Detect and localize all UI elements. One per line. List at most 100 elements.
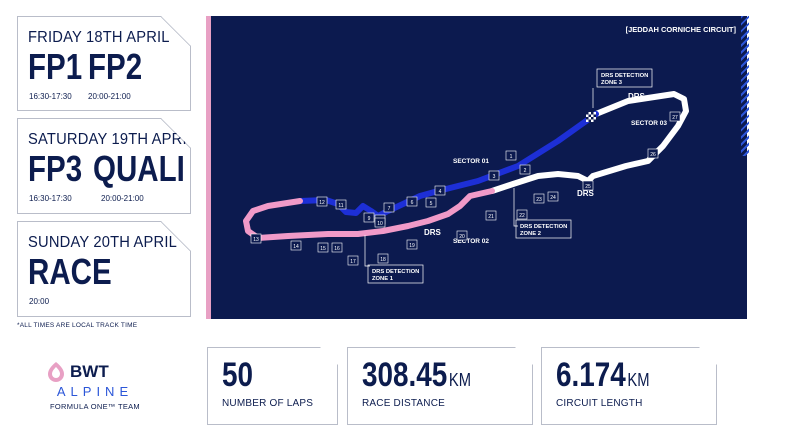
turn-marker: 7 [383,202,395,213]
turn-number: 24 [550,195,556,201]
turn-marker: 4 [434,185,446,196]
drs-label: DRS [628,92,646,101]
turn-marker: 5 [425,197,437,208]
map-stripes [741,16,749,156]
turn-marker: 21 [485,210,497,221]
fp2-label: FP2 [88,46,143,87]
turn-marker: 26 [647,148,659,159]
turn-marker: 23 [533,193,545,204]
distance-stat: 308.45KM RACE DISTANCE [347,347,533,425]
turn-marker: 2 [519,164,531,175]
turn-number: 6 [411,200,414,206]
turn-number: 16 [334,246,340,252]
drs-label: DRS [577,189,595,198]
laps-stat: 50 NUMBER OF LAPS [207,347,338,425]
turn-marker: 18 [377,253,389,264]
sunday-date: SUNDAY 20TH APRIL [28,234,178,251]
stat-value: 50 [222,356,254,394]
turn-number: 27 [672,115,678,121]
turn-marker: 22 [516,209,528,220]
turn-number: 4 [439,189,442,195]
length-stat: 6.174KM CIRCUIT LENGTH [541,347,717,425]
turn-markers: 1234567891011121314151617181920212223242… [250,111,681,266]
drs-zone-text: DRS DETECTION [372,269,419,275]
card-corner [161,16,191,46]
turn-marker: 15 [317,242,329,253]
turn-number: 18 [380,257,386,263]
drs-zone-text: ZONE 3 [601,80,623,86]
sector3-track [489,91,689,194]
drs-zone-leader [513,188,518,227]
time-note: *ALL TIMES ARE LOCAL TRACK TIME [17,322,138,329]
turn-number: 17 [350,259,356,265]
stat-label: NUMBER OF LAPS [222,398,314,409]
saturday-card: SATURDAY 19TH APRIL FP3 16:30-17:30 QUAL… [17,118,191,214]
sector-label: SECTOR 03 [631,120,667,127]
sector2-track [243,188,495,241]
turn-number: 14 [293,244,299,250]
drs-zone-text: ZONE 2 [520,231,541,237]
turn-marker: 14 [290,240,302,251]
drs-zone-text: DRS DETECTION [520,224,567,230]
track-map: [JEDDAH CORNICHE CIRCUIT] SECTOR 01 SECT… [208,16,747,319]
stat-value: 308.45KM [362,356,472,394]
sunday-card: SUNDAY 20TH APRIL RACE 20:00 [17,221,191,317]
sector-label: SECTOR 02 [453,238,489,245]
turn-marker: 11 [335,199,347,210]
turn-number: 25 [585,184,591,190]
turn-number: 26 [650,152,656,158]
drs-zone-text: DRS DETECTION [601,73,648,79]
turn-marker: 9 [363,212,375,223]
fp1-label: FP1 [28,46,83,87]
map-accent-bar [206,16,211,319]
bwt-drop-icon [48,362,64,382]
bwt-alpine-logo: BWT ALPINE FORMULA ONE™ TEAM [40,360,150,420]
fp2-time: 20:00-21:00 [88,92,131,101]
drs-zone-box [596,68,653,88]
quali-time: 20:00-21:00 [101,194,144,203]
fp3-time: 16:30-17:30 [29,194,72,203]
team-subtitle: FORMULA ONE™ TEAM [50,402,140,411]
turn-number: 9 [368,216,371,222]
friday-date: FRIDAY 18TH APRIL [28,29,170,46]
sector-label: SECTOR 01 [453,158,489,165]
finish-line-icon [586,112,596,122]
drs-label: DRS [424,228,442,237]
turn-marker: 19 [406,239,418,250]
turn-number: 11 [338,203,343,209]
fp3-label: FP3 [28,148,83,189]
turn-number: 1 [510,154,513,160]
drs-zone-box [367,264,424,284]
turn-number: 3 [493,174,496,180]
turn-marker: 17 [347,255,359,266]
turn-marker: 12 [316,196,328,207]
turn-marker: 1 [505,150,517,161]
circuit-name: [JEDDAH CORNICHE CIRCUIT] [626,25,737,34]
drs-zone-leader [364,235,370,267]
stat-label: CIRCUIT LENGTH [556,398,643,409]
turn-number: 7 [388,206,391,212]
turn-number: 13 [253,237,259,243]
turn-marker: 6 [406,196,418,207]
friday-card: FRIDAY 18TH APRIL FP1 16:30-17:30 FP2 20… [17,16,191,111]
turn-number: 10 [377,221,383,227]
fp1-time: 16:30-17:30 [29,92,72,101]
turn-marker: 3 [488,170,500,181]
turn-marker: 20 [456,230,468,241]
turn-number: 15 [320,246,326,252]
stat-label: RACE DISTANCE [362,398,445,409]
turn-number: 23 [536,197,542,203]
bwt-brand: BWT [70,362,109,381]
card-corner [161,118,191,148]
turn-number: 22 [519,213,525,219]
turn-number: 20 [459,234,465,240]
drs-zone-box [515,219,572,239]
card-corner [161,221,191,251]
turn-number: 12 [319,200,325,206]
turn-marker: 10 [374,217,386,228]
quali-label: QUALI [93,148,185,189]
saturday-date: SATURDAY 19TH APRIL [28,131,196,148]
turn-number: 5 [430,201,433,207]
stat-value: 6.174KM [556,356,650,394]
race-time: 20:00 [29,297,50,306]
